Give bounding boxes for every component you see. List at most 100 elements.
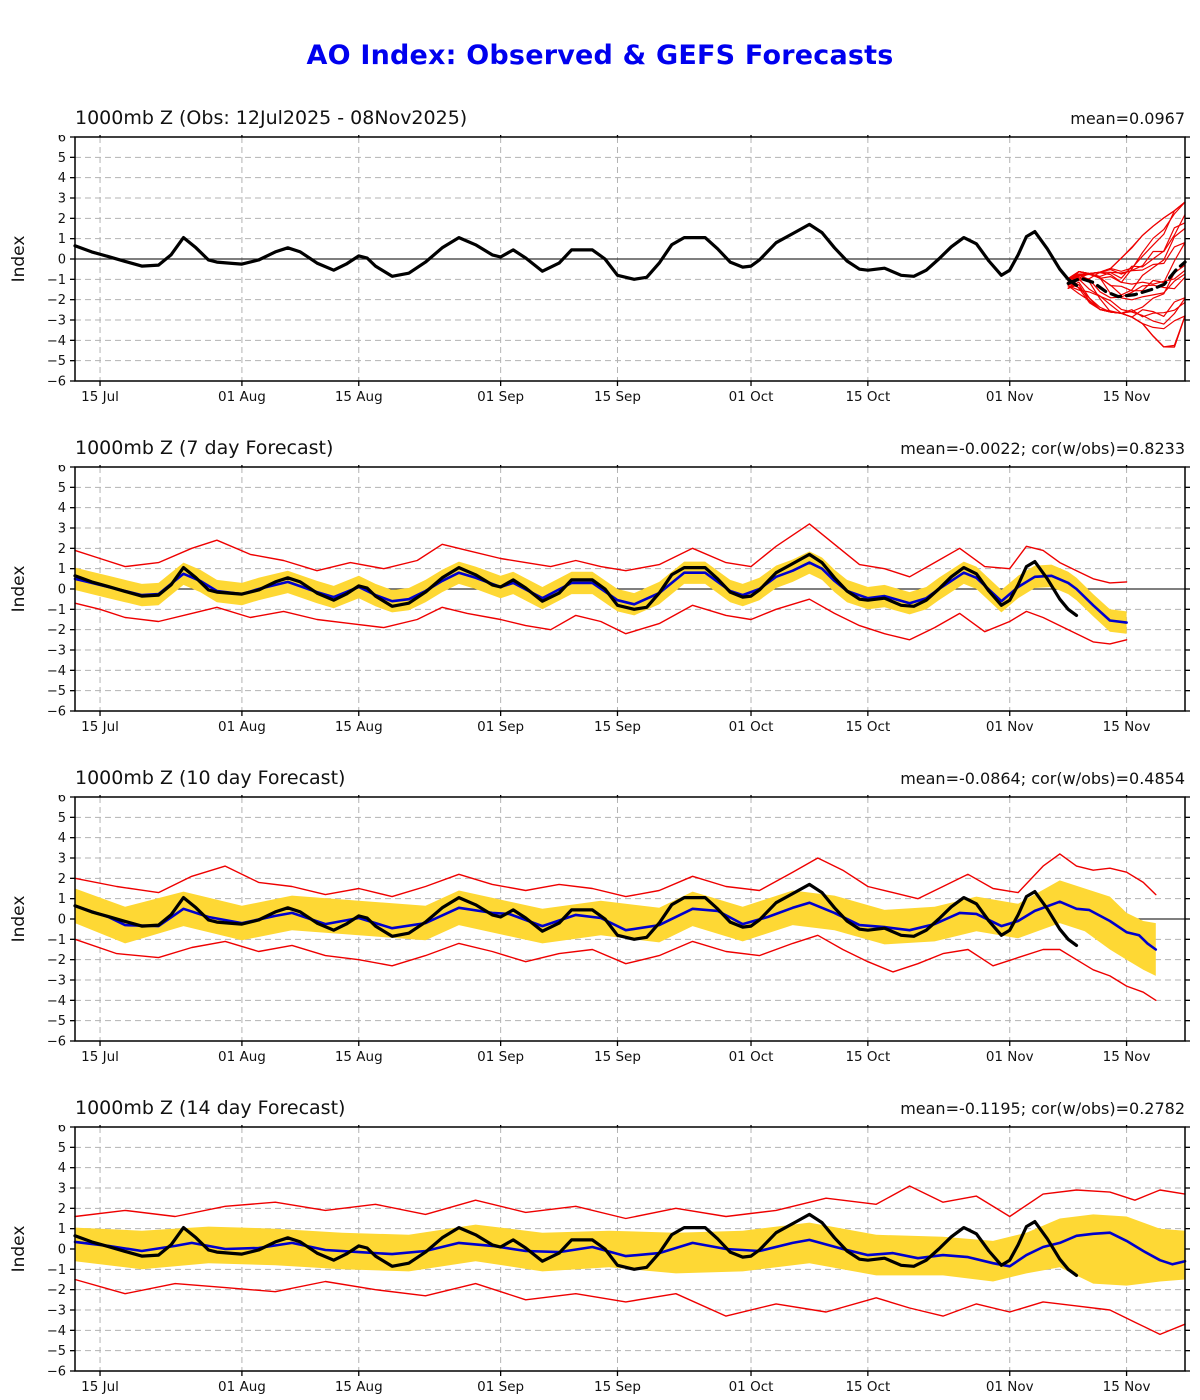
- svg-text:01 Nov: 01 Nov: [986, 1049, 1034, 1065]
- svg-text:15 Jul: 15 Jul: [81, 719, 119, 735]
- svg-text:01 Nov: 01 Nov: [986, 719, 1034, 735]
- svg-text:01 Nov: 01 Nov: [986, 1379, 1034, 1395]
- panel-7day-forecast: 1000mb Z (7 day Forecast) mean=-0.0022; …: [0, 437, 1200, 737]
- svg-text:−3: −3: [47, 314, 66, 329]
- svg-text:01 Sep: 01 Sep: [477, 1049, 524, 1065]
- svg-text:01 Oct: 01 Oct: [729, 1049, 774, 1065]
- svg-text:−2: −2: [47, 623, 66, 638]
- svg-text:−6: −6: [47, 1365, 66, 1380]
- svg-text:6: 6: [58, 795, 66, 806]
- svg-text:15 Nov: 15 Nov: [1103, 1379, 1151, 1395]
- svg-text:Index: Index: [9, 1226, 29, 1273]
- svg-text:4: 4: [58, 501, 66, 516]
- svg-text:−4: −4: [47, 334, 66, 349]
- page-title: AO Index: Observed & GEFS Forecasts: [306, 40, 894, 72]
- svg-text:−5: −5: [47, 1014, 66, 1029]
- svg-text:Index: Index: [9, 236, 29, 283]
- svg-text:5: 5: [58, 1141, 66, 1156]
- svg-text:6: 6: [58, 135, 66, 146]
- svg-text:15 Aug: 15 Aug: [335, 719, 383, 735]
- svg-text:15 Aug: 15 Aug: [335, 389, 383, 405]
- svg-text:−3: −3: [47, 974, 66, 989]
- svg-text:0: 0: [58, 913, 66, 928]
- svg-text:2: 2: [58, 872, 66, 887]
- panel-observed-plot: 6 5 4 3 2 1 0 −1 −2 −3 −4 −5 −6 15 Jul 01 Aug 15 Aug 01 …: [9, 135, 1190, 405]
- svg-text:15 Sep: 15 Sep: [594, 719, 641, 735]
- svg-text:−4: −4: [47, 664, 66, 679]
- svg-text:0: 0: [58, 583, 66, 598]
- svg-text:−6: −6: [47, 1035, 66, 1050]
- svg-text:01 Aug: 01 Aug: [218, 1379, 266, 1395]
- svg-text:01 Aug: 01 Aug: [218, 1049, 266, 1065]
- svg-text:01 Oct: 01 Oct: [729, 389, 774, 405]
- svg-text:−3: −3: [47, 644, 66, 659]
- svg-text:4: 4: [58, 1161, 66, 1176]
- svg-text:2: 2: [58, 542, 66, 557]
- svg-text:Index: Index: [9, 896, 29, 943]
- svg-text:4: 4: [58, 831, 66, 846]
- panel-14day-plot: 6 5 4 3 2 1 0 −1 −2 −3 −4 −5 −6 15 Jul 01 Aug 15 Aug 01 …: [9, 1125, 1190, 1395]
- svg-text:−4: −4: [47, 994, 66, 1009]
- svg-text:−5: −5: [47, 1344, 66, 1359]
- svg-text:15 Jul: 15 Jul: [81, 1049, 119, 1065]
- svg-text:−1: −1: [47, 933, 66, 948]
- svg-text:1: 1: [58, 562, 66, 577]
- svg-text:01 Sep: 01 Sep: [477, 389, 524, 405]
- panel-7day-plot: 6 5 4 3 2 1 0 −1 −2 −3 −4 −5 −6 15 Jul 01 Aug 15 Aug 01 …: [9, 465, 1190, 735]
- panel-observed-title: 1000mb Z (Obs: 12Jul2025 - 08Nov2025): [75, 107, 468, 130]
- svg-text:4: 4: [58, 171, 66, 186]
- svg-text:Index: Index: [9, 566, 29, 613]
- panel-7day-title: 1000mb Z (7 day Forecast): [75, 437, 334, 460]
- svg-text:1: 1: [58, 1222, 66, 1237]
- svg-text:01 Sep: 01 Sep: [477, 1379, 524, 1395]
- svg-text:01 Nov: 01 Nov: [986, 389, 1034, 405]
- panel-10day-plot: 6 5 4 3 2 1 0 −1 −2 −3 −4 −5 −6 15 Jul 01 Aug 15 Aug 01 …: [9, 795, 1190, 1065]
- svg-text:0: 0: [58, 1243, 66, 1258]
- svg-text:01 Sep: 01 Sep: [477, 719, 524, 735]
- svg-text:1: 1: [58, 892, 66, 907]
- svg-text:2: 2: [58, 212, 66, 227]
- svg-text:−2: −2: [47, 953, 66, 968]
- svg-text:−5: −5: [47, 684, 66, 699]
- svg-text:01 Aug: 01 Aug: [218, 719, 266, 735]
- svg-text:3: 3: [58, 1182, 66, 1197]
- svg-text:−3: −3: [47, 1304, 66, 1319]
- svg-text:15 Sep: 15 Sep: [594, 1049, 641, 1065]
- panel-7day-stats: mean=-0.0022; cor(w/obs)=0.8233: [900, 439, 1185, 459]
- svg-text:−2: −2: [47, 293, 66, 308]
- svg-text:5: 5: [58, 811, 66, 826]
- svg-text:2: 2: [58, 1202, 66, 1217]
- panel-10day-title: 1000mb Z (10 day Forecast): [75, 767, 346, 790]
- svg-text:6: 6: [58, 1125, 66, 1136]
- svg-text:01 Oct: 01 Oct: [729, 1379, 774, 1395]
- svg-text:3: 3: [58, 192, 66, 207]
- svg-text:6: 6: [58, 465, 66, 476]
- svg-text:0: 0: [58, 253, 66, 268]
- svg-text:3: 3: [58, 852, 66, 867]
- svg-text:15 Oct: 15 Oct: [845, 1379, 890, 1395]
- svg-text:3: 3: [58, 522, 66, 537]
- svg-text:−2: −2: [47, 1283, 66, 1298]
- panel-observed-stats: mean=0.0967: [1070, 109, 1185, 129]
- svg-text:15 Sep: 15 Sep: [594, 389, 641, 405]
- svg-text:15 Sep: 15 Sep: [594, 1379, 641, 1395]
- svg-text:15 Aug: 15 Aug: [335, 1379, 383, 1395]
- svg-text:−6: −6: [47, 375, 66, 390]
- panel-14day-title: 1000mb Z (14 day Forecast): [75, 1097, 346, 1120]
- svg-text:1: 1: [58, 232, 66, 247]
- panel-14day-stats: mean=-0.1195; cor(w/obs)=0.2782: [900, 1099, 1185, 1119]
- svg-text:−1: −1: [47, 603, 66, 618]
- svg-text:15 Jul: 15 Jul: [81, 389, 119, 405]
- panel-10day-stats: mean=-0.0864; cor(w/obs)=0.4854: [900, 769, 1185, 789]
- svg-text:15 Nov: 15 Nov: [1103, 389, 1151, 405]
- panel-14day-forecast: 1000mb Z (14 day Forecast) mean=-0.1195;…: [0, 1097, 1200, 1397]
- svg-text:01 Oct: 01 Oct: [729, 719, 774, 735]
- svg-text:−1: −1: [47, 273, 66, 288]
- svg-text:−6: −6: [47, 705, 66, 720]
- svg-text:−4: −4: [47, 1324, 66, 1339]
- svg-text:−5: −5: [47, 354, 66, 369]
- svg-text:15 Nov: 15 Nov: [1103, 719, 1151, 735]
- svg-text:15 Jul: 15 Jul: [81, 1379, 119, 1395]
- svg-text:15 Oct: 15 Oct: [845, 719, 890, 735]
- svg-text:5: 5: [58, 481, 66, 496]
